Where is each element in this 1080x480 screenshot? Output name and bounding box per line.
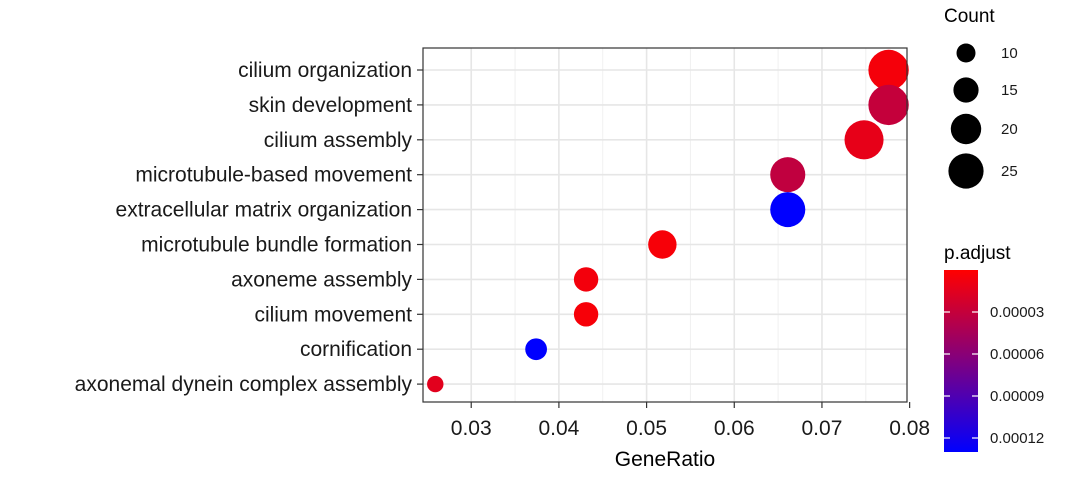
size-legend-label: 20 <box>1001 121 1018 138</box>
colorbar-tick-label: 0.00006 <box>990 346 1044 363</box>
colorbar-tick-label: 0.00009 <box>990 388 1044 405</box>
y-tick-label: microtubule-based movement <box>135 164 412 187</box>
data-point <box>573 267 599 292</box>
data-point <box>868 49 909 91</box>
plot-panel <box>423 48 907 402</box>
y-tick-label: axoneme assembly <box>231 268 412 291</box>
size-legend-key <box>953 77 979 103</box>
data-point <box>770 192 806 228</box>
size-legend-label: 15 <box>1001 82 1018 99</box>
data-point <box>525 338 547 361</box>
size-legend-label: 10 <box>1001 45 1018 62</box>
y-tick-label: cilium organization <box>238 59 412 82</box>
colorbar-tick-label: 0.00012 <box>990 430 1044 447</box>
y-tick-label: cornification <box>300 338 412 361</box>
y-tick-label: skin development <box>249 94 413 117</box>
colorbar-tick-label: 0.00003 <box>990 304 1044 321</box>
size-legend-key <box>950 113 982 145</box>
x-tick-label: 0.04 <box>538 417 579 440</box>
size-legend-key <box>956 43 976 63</box>
y-tick-label: axonemal dynein complex assembly <box>75 373 413 396</box>
size-legend-key <box>948 153 984 189</box>
data-point <box>868 84 909 126</box>
y-tick-label: microtubule bundle formation <box>141 234 412 257</box>
y-tick-label: cilium movement <box>254 303 412 326</box>
size-legend-title: Count <box>944 6 995 27</box>
color-legend-title: p.adjust <box>944 243 1011 264</box>
data-point <box>573 302 599 327</box>
colorbar <box>944 270 978 452</box>
size-legend-label: 25 <box>1001 163 1018 180</box>
x-tick-label: 0.05 <box>626 417 667 440</box>
x-axis-title: GeneRatio <box>615 448 715 471</box>
x-tick-label: 0.08 <box>889 417 930 440</box>
data-point <box>427 375 444 393</box>
y-tick-label: extracellular matrix organization <box>116 199 412 222</box>
plot-panel-border <box>422 47 908 403</box>
data-point <box>844 120 884 160</box>
x-tick-label: 0.07 <box>802 417 843 440</box>
y-tick-label: cilium assembly <box>264 129 413 152</box>
x-tick-label: 0.03 <box>451 417 492 440</box>
data-point <box>770 157 806 193</box>
data-point <box>648 230 677 259</box>
x-tick-label: 0.06 <box>714 417 755 440</box>
